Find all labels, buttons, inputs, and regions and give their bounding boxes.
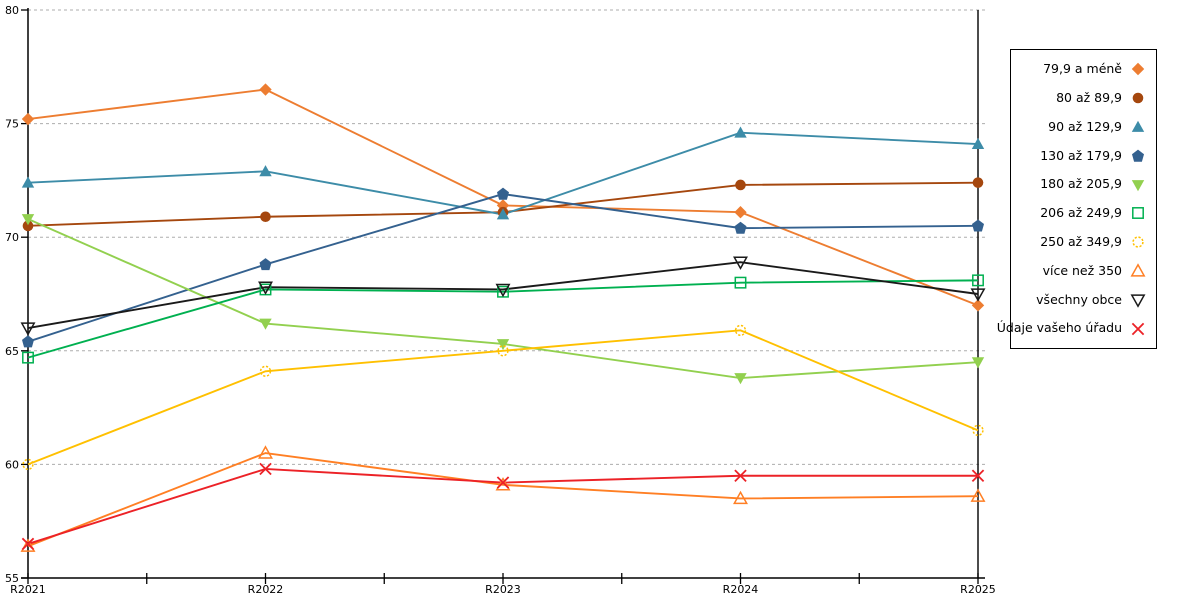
- triangle-up-marker-icon: [734, 126, 747, 138]
- legend-pentagon-icon: [1132, 149, 1144, 162]
- circle-marker-icon: [22, 220, 34, 232]
- y-axis-label-80: 80: [5, 4, 19, 17]
- legend-triangle-up-icon: [1130, 263, 1146, 277]
- square-marker-icon: [22, 351, 34, 364]
- triangle-down-marker-icon: [20, 322, 36, 336]
- legend-triangle-down-icon: [1131, 179, 1145, 191]
- square-marker-icon: [972, 274, 984, 287]
- triangle-down-marker-icon: [970, 288, 986, 302]
- diamond-marker-icon: [734, 206, 747, 219]
- legend-x-icon: [1131, 322, 1145, 335]
- x-axis-label-R2023: R2023: [485, 583, 521, 596]
- x-axis-label-R2021: R2021: [10, 583, 46, 596]
- triangle-down-marker-icon: [495, 283, 511, 298]
- triangle-down-marker-icon: [734, 373, 747, 385]
- y-axis-label-70: 70: [5, 231, 19, 244]
- legend-label: více než 350: [1042, 262, 1122, 278]
- pentagon-marker-icon: [972, 219, 984, 232]
- triangle-down-marker-icon: [733, 256, 748, 270]
- pentagon-marker-icon: [259, 258, 272, 271]
- diamond-marker-icon: [259, 83, 272, 96]
- legend-item-0: 79,9 a méně: [1011, 57, 1156, 81]
- circle-marker-icon: [22, 458, 34, 471]
- y-axis-label-55: 55: [5, 572, 19, 585]
- series-line-9: [27, 467, 978, 545]
- legend-label: 180 až 205,9: [1040, 176, 1122, 192]
- legend-item-8: všechny obce: [1011, 288, 1156, 312]
- y-axis-label-60: 60: [5, 458, 19, 471]
- triangle-up-marker-icon: [733, 490, 748, 505]
- series-line-6: [27, 329, 979, 466]
- legend-label: 80 až 89,9: [1056, 89, 1122, 105]
- x-axis-label-R2022: R2022: [248, 583, 284, 596]
- legend-item-3: 130 až 179,9: [1011, 144, 1156, 168]
- x-marker-icon: [734, 469, 747, 482]
- circle-marker-icon: [497, 345, 509, 357]
- x-marker-icon: [259, 462, 272, 476]
- diamond-marker-icon: [21, 112, 35, 126]
- legend-item-6: 250 až 349,9: [1011, 230, 1156, 254]
- series-line-4: [27, 218, 979, 380]
- legend-label: 79,9 a méně: [1043, 61, 1122, 77]
- pentagon-marker-icon: [497, 187, 509, 200]
- x-marker-icon: [971, 469, 985, 482]
- legend-label: 250 až 349,9: [1040, 233, 1122, 249]
- circle-marker-icon: [260, 211, 271, 223]
- line-chart-plot: 55 60 65 70 75 80 R2021 R2022 R2023 R2024 R2025: [5, 4, 996, 596]
- circle-marker-icon: [972, 424, 984, 436]
- circle-marker-icon: [972, 177, 984, 188]
- triangle-up-marker-icon: [971, 137, 985, 149]
- triangle-down-marker-icon: [971, 357, 985, 369]
- triangle-up-marker-icon: [495, 477, 511, 491]
- series-line-7: [27, 452, 979, 548]
- x-axis-label-R2024: R2024: [723, 583, 759, 596]
- triangle-up-marker-icon: [496, 208, 510, 220]
- triangle-down-marker-icon: [21, 214, 35, 226]
- legend-item-4: 180 až 205,9: [1011, 173, 1156, 197]
- legend-item-7: více než 350: [1011, 259, 1156, 283]
- pentagon-marker-icon: [22, 335, 34, 348]
- triangle-down-marker-icon: [258, 281, 273, 295]
- legend-label: všechny obce: [1036, 291, 1122, 307]
- y-axis-label-75: 75: [5, 118, 19, 131]
- legend-label: Údaje vašeho úřadu: [996, 320, 1122, 336]
- chart-legend: 79,9 a méně 80 až 89,9 90 až 129,9 130 až 1…: [997, 49, 1157, 349]
- diamond-marker-icon: [971, 299, 985, 312]
- legend-circle-icon: [1132, 236, 1144, 248]
- x-marker-icon: [21, 537, 35, 551]
- triangle-down-marker-icon: [259, 318, 272, 330]
- legend-circle-icon: [1132, 92, 1144, 104]
- legend-label: 90 až 129,9: [1048, 118, 1122, 134]
- triangle-up-marker-icon: [20, 538, 36, 552]
- pentagon-marker-icon: [734, 221, 747, 234]
- x-marker-icon: [496, 476, 510, 489]
- triangle-up-marker-icon: [259, 165, 272, 177]
- square-marker-icon: [734, 276, 747, 289]
- legend-item-2: 90 až 129,9: [1011, 115, 1156, 139]
- triangle-up-marker-icon: [258, 445, 273, 459]
- series-line-8: [27, 261, 979, 330]
- legend-item-9: Údaje vašeho úřadu: [997, 317, 1156, 341]
- diamond-marker-icon: [496, 199, 510, 212]
- legend-square-icon: [1132, 207, 1144, 220]
- legend-item-1: 80 až 89,9: [1011, 86, 1156, 110]
- legend-label: 206 až 249,9: [1040, 205, 1122, 221]
- x-axis-label-R2025: R2025: [960, 583, 996, 596]
- series-line-5: [27, 279, 979, 359]
- y-axis-label-65: 65: [5, 345, 19, 358]
- circle-marker-icon: [735, 179, 746, 191]
- legend-triangle-up-icon: [1131, 120, 1145, 132]
- circle-marker-icon: [259, 365, 272, 377]
- legend-item-5: 206 až 249,9: [1011, 201, 1156, 225]
- legend-label: 130 až 179,9: [1040, 147, 1122, 163]
- legend-diamond-icon: [1131, 63, 1145, 76]
- triangle-up-marker-icon: [21, 176, 35, 188]
- circle-marker-icon: [734, 324, 747, 337]
- triangle-down-marker-icon: [496, 339, 510, 351]
- triangle-up-marker-icon: [970, 488, 986, 502]
- legend-triangle-down-icon: [1130, 294, 1146, 308]
